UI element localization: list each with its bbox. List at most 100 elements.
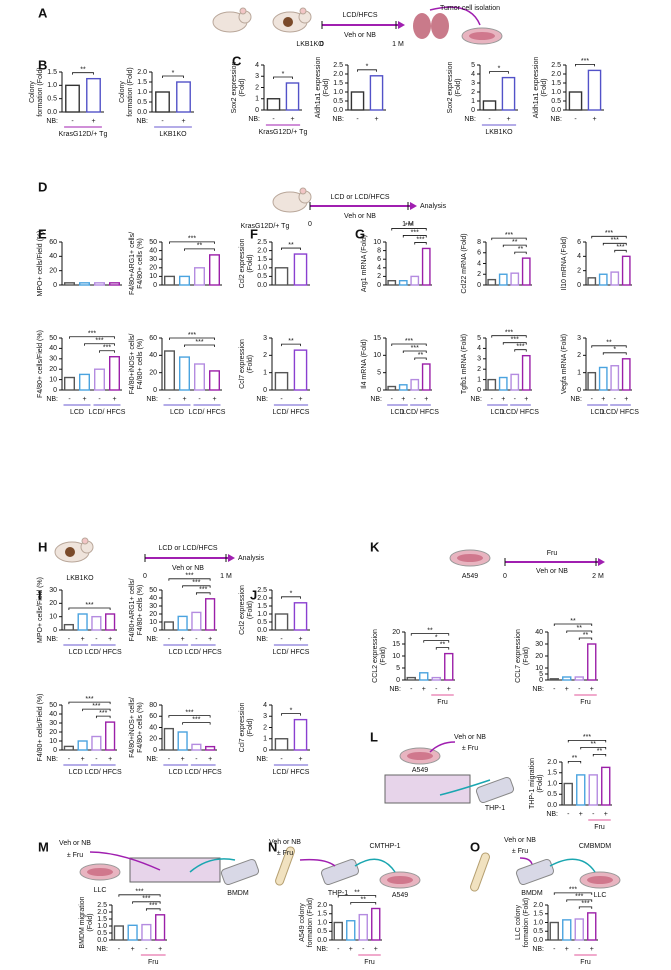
- y-tick-label: 1.5: [317, 911, 327, 918]
- bar: [163, 621, 174, 631]
- sig-label: **: [572, 755, 578, 762]
- sig-label: ***: [85, 696, 93, 703]
- diagram-label: A549: [412, 767, 428, 774]
- mouse-ear: [239, 7, 247, 15]
- y-tick-label: 6: [577, 239, 581, 246]
- bar: [77, 613, 88, 631]
- y-tick-label: 5: [396, 665, 400, 672]
- y-tick-label: 2.0: [317, 902, 327, 909]
- group-label: KrasG12D/+ Tg: [59, 131, 108, 138]
- nb-sign: +: [590, 686, 594, 693]
- sig-label: **: [80, 67, 86, 74]
- bar: [63, 745, 74, 751]
- bar: [587, 277, 597, 286]
- y-axis-label: F4/80+ cells/Field (%): [37, 694, 44, 762]
- bar: [549, 678, 559, 681]
- sig-label: ***: [583, 734, 591, 741]
- y-tick-label: 4: [263, 702, 267, 709]
- bar: [113, 925, 124, 941]
- y-tick-label: 0: [577, 282, 581, 289]
- sig-bracket: [514, 251, 527, 255]
- bar: [410, 275, 420, 286]
- nb-label: NB:: [532, 686, 544, 693]
- y-axis-label: Ccl7 expression: [239, 702, 246, 752]
- sig-bracket: [553, 623, 593, 626]
- sig-bracket: [281, 247, 301, 251]
- bar: [65, 84, 80, 113]
- nb-sign: -: [410, 686, 413, 693]
- nb-sign: +: [447, 686, 451, 693]
- sig-label: ***: [505, 232, 513, 239]
- y-axis-label: (Fold): [247, 254, 254, 272]
- y-tick-label: 1.0: [257, 265, 267, 272]
- sig-label: **: [288, 338, 294, 345]
- y-tick-label: 1.5: [97, 916, 107, 923]
- y-tick-label: 0.0: [257, 627, 267, 634]
- y-tick-label: 3: [263, 335, 267, 342]
- bar: [293, 349, 308, 391]
- dish-cells: [587, 876, 613, 884]
- y-axis-label: formation (Fold): [523, 898, 530, 947]
- y-axis-label: F4/80+ cells/Field (%): [37, 330, 44, 398]
- sig-bracket: [591, 235, 627, 239]
- sig-label: ***: [581, 901, 589, 908]
- sig-label: ***: [188, 236, 196, 243]
- mouse-ear: [81, 537, 89, 545]
- panel-letter: E: [38, 226, 47, 241]
- nb-sign: -: [553, 946, 556, 953]
- y-tick-label: 40: [149, 595, 157, 602]
- bar: [193, 363, 205, 391]
- y-tick-label: 1.0: [257, 611, 267, 618]
- y-tick-label: 0.0: [317, 937, 327, 944]
- y-tick-label: 20: [535, 653, 543, 660]
- group-label: Fru: [364, 959, 375, 966]
- bar: [105, 613, 116, 631]
- nb-label: NB:: [370, 396, 382, 403]
- y-axis-label: Ccl2 expression: [239, 585, 246, 635]
- y-axis-label: THP-1 migration: [529, 758, 536, 809]
- diagram-label: CMTHP-1: [369, 843, 400, 850]
- nb-sign: +: [422, 686, 426, 693]
- sig-bracket: [184, 344, 215, 347]
- bone-icon: [470, 852, 490, 892]
- y-tick-label: 2.0: [257, 595, 267, 602]
- nb-sign: -: [145, 946, 148, 953]
- nb-sign: +: [424, 396, 428, 403]
- bar: [387, 385, 397, 391]
- y-tick-label: 60: [149, 713, 157, 720]
- y-tick-label: 0: [255, 107, 259, 114]
- dish-cells: [407, 752, 433, 760]
- flask-icon: [320, 858, 360, 886]
- bar: [410, 378, 420, 391]
- bar: [598, 273, 608, 286]
- bar: [421, 363, 431, 391]
- bar: [293, 602, 308, 631]
- group-label: LCD/ HFCS: [273, 649, 310, 656]
- nb-sign: -: [592, 811, 595, 818]
- bar: [274, 371, 289, 391]
- sig-label: **: [591, 741, 597, 748]
- panel-letter: J: [250, 587, 257, 602]
- bar: [155, 91, 170, 113]
- bar: [371, 907, 381, 941]
- diagram-label: 2 M: [592, 573, 604, 580]
- panel-letter: G: [355, 226, 365, 241]
- sig-bracket: [567, 739, 607, 743]
- y-axis-label: Il4 mRNA (Fold): [361, 339, 368, 389]
- bar: [208, 254, 220, 286]
- bar: [205, 598, 216, 631]
- sig-label: *: [290, 591, 293, 598]
- flask-icon: [515, 858, 555, 886]
- y-tick-label: 1.0: [97, 923, 107, 930]
- sig-bracket: [95, 715, 111, 719]
- lung-icon: [413, 13, 431, 39]
- y-axis-label: A549 colony: [299, 903, 306, 942]
- y-tick-label: 60: [49, 239, 57, 246]
- sig-label: ***: [411, 345, 419, 352]
- nb-label: NB:: [96, 946, 108, 953]
- nb-sign: +: [374, 946, 378, 953]
- sig-label: ***: [199, 587, 207, 594]
- dish-cells: [387, 876, 413, 884]
- y-tick-label: 2.0: [547, 759, 557, 766]
- y-tick-label: 20: [149, 265, 157, 272]
